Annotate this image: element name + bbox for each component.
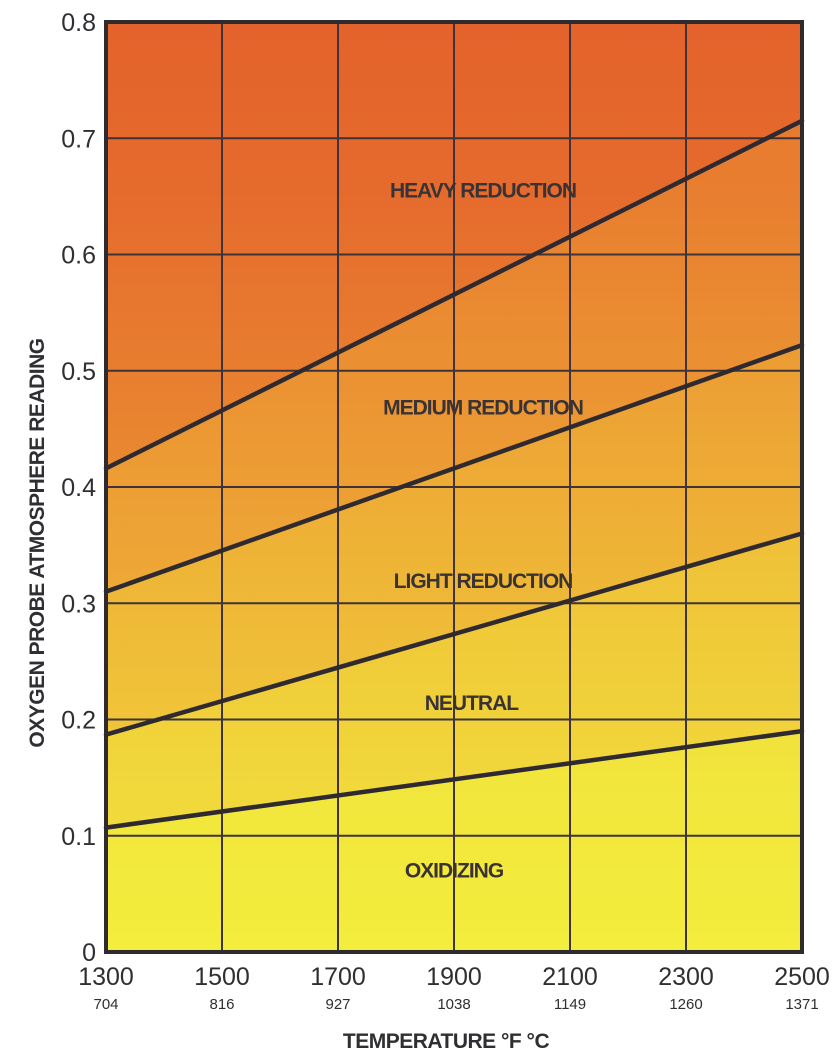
x-tick-label-f: 2300 xyxy=(658,963,714,991)
x-axis-title: TEMPERATURE °F °C xyxy=(343,1030,550,1053)
x-tick-label-c: 1149 xyxy=(554,996,586,1013)
x-tick-label-f: 1900 xyxy=(426,963,482,991)
y-tick-label: 0.4 xyxy=(61,474,96,502)
boundary-line-4 xyxy=(103,118,805,471)
x-tick-labels: 1300 704 1500 816 1700 927 1900 1038 2100 1149 230… xyxy=(78,963,830,1013)
y-tick-labels: 0 0.1 0.2 0.3 0.4 0.5 0.6 0.7 0.8 xyxy=(61,9,96,967)
boundary-lines xyxy=(103,118,805,830)
x-tick-label-f: 1500 xyxy=(194,963,250,991)
x-tick-label-f: 1700 xyxy=(310,963,366,991)
boundary-line-3 xyxy=(103,342,805,594)
grid-lines xyxy=(104,20,804,954)
x-tick-label-c: 1371 xyxy=(785,996,818,1013)
x-tick-label-c: 704 xyxy=(93,996,118,1013)
y-tick-label: 0.1 xyxy=(61,823,96,851)
y-tick-label: 0.3 xyxy=(61,590,96,618)
boundary-line-1 xyxy=(103,728,805,830)
boundary-line-2 xyxy=(103,531,805,737)
region-label-medium-reduction: MEDIUM REDUCTION xyxy=(383,397,583,420)
x-tick-label-f: 2100 xyxy=(542,963,598,991)
y-tick-label: 0 xyxy=(82,939,96,967)
x-tick-label-f: 1300 xyxy=(78,963,134,991)
x-tick-label-c: 816 xyxy=(209,996,234,1013)
region-labels: OXIDIZING NEUTRAL LIGHT REDUCTION MEDIUM RE… xyxy=(383,179,584,882)
x-tick-label-c: 1260 xyxy=(669,996,702,1013)
region-label-neutral: NEUTRAL xyxy=(425,692,519,715)
region-label-oxidizing: OXIDIZING xyxy=(405,859,504,882)
plot-border xyxy=(104,20,804,954)
y-tick-label: 0.7 xyxy=(61,125,96,153)
region-label-light-reduction: LIGHT REDUCTION xyxy=(394,570,573,593)
y-tick-label: 0.6 xyxy=(61,242,96,270)
x-tick-label-f: 2500 xyxy=(774,963,830,991)
x-tick-label-c: 927 xyxy=(325,996,350,1013)
y-tick-label: 0.5 xyxy=(61,358,96,386)
y-axis-title: OXYGEN PROBE ATMOSPHERE READING xyxy=(26,338,49,747)
region-label-heavy-reduction: HEAVY REDUCTION xyxy=(390,179,576,202)
y-tick-label: 0.8 xyxy=(61,9,96,37)
y-tick-label: 0.2 xyxy=(61,707,96,735)
x-tick-label-c: 1038 xyxy=(437,996,470,1013)
